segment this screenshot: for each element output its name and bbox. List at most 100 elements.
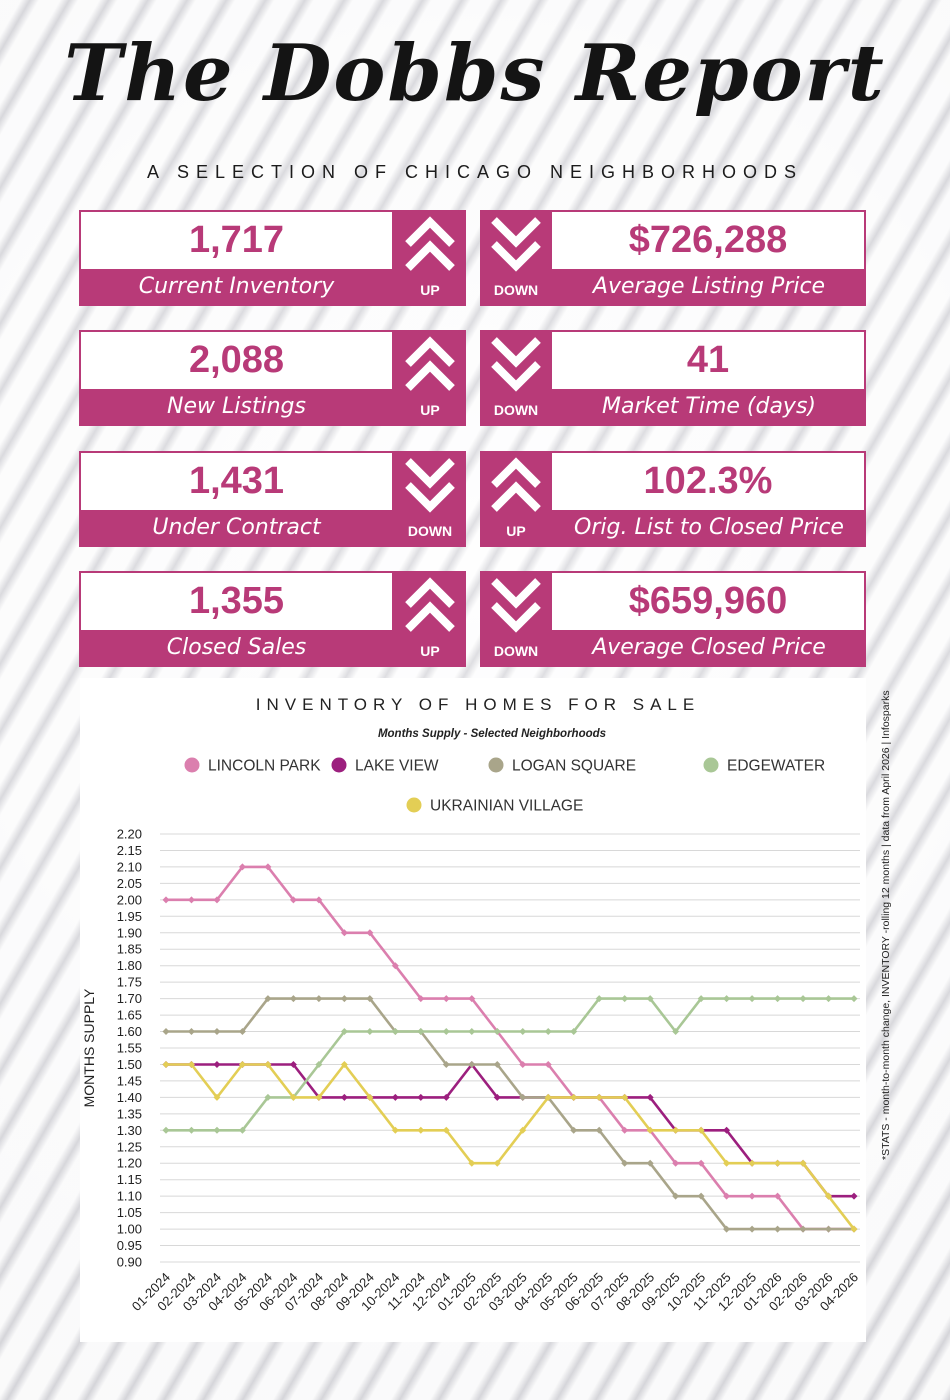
chevron-up-icon: UP [394, 330, 466, 426]
data-point [238, 863, 246, 871]
data-point [315, 1093, 323, 1101]
data-point [595, 1126, 603, 1134]
y-tick-label: 1.60 [117, 1024, 142, 1039]
data-point [748, 1159, 756, 1167]
legend-label: EDGEWATER [727, 758, 825, 775]
chart-subtitle: Months Supply - Selected Neighborhoods [378, 728, 606, 740]
data-point [468, 995, 476, 1003]
stat-card-orig-list-to-closed: 102.3% Orig. List to Closed Price UP [480, 451, 866, 547]
legend-marker [703, 757, 719, 773]
stat-label: Average Closed Price [592, 635, 826, 660]
data-point [213, 896, 221, 904]
data-point [850, 1225, 858, 1233]
stat-value: 102.3% [643, 460, 773, 502]
data-point [774, 1192, 782, 1200]
data-point [366, 1028, 374, 1036]
data-point [646, 1159, 654, 1167]
data-point [187, 1126, 195, 1134]
data-point [187, 896, 195, 904]
data-point [213, 1126, 221, 1134]
series-line [166, 997, 854, 1231]
data-point [621, 1126, 629, 1134]
data-point [468, 1060, 476, 1068]
data-point [468, 1159, 476, 1167]
y-tick-label: 1.35 [117, 1106, 142, 1121]
data-point [519, 1126, 527, 1134]
data-point [799, 1159, 807, 1167]
data-point [672, 1126, 680, 1134]
chevron-down-icon: DOWN [480, 571, 552, 667]
y-tick-label: 2.10 [117, 859, 142, 874]
data-point [315, 1060, 323, 1068]
data-point [213, 1028, 221, 1036]
legend-marker [331, 757, 347, 773]
data-point [799, 995, 807, 1003]
data-point [366, 929, 374, 937]
data-point [264, 995, 272, 1003]
data-point [417, 1028, 425, 1036]
data-point [417, 1126, 425, 1134]
data-point [672, 1192, 680, 1200]
y-tick-label: 1.65 [117, 1008, 142, 1023]
data-point [213, 1093, 221, 1101]
data-point [264, 1060, 272, 1068]
stat-card-under-contract: 1,431 Under Contract DOWN [79, 451, 466, 547]
data-point [723, 995, 731, 1003]
data-point [442, 1093, 450, 1101]
data-point [621, 995, 629, 1003]
data-point [595, 995, 603, 1003]
report-subtitle: A SELECTION OF CHICAGO NEIGHBORHOODS [146, 162, 804, 182]
data-point [264, 1093, 272, 1101]
data-point [238, 1060, 246, 1068]
data-point [391, 1093, 399, 1101]
data-point [850, 1192, 858, 1200]
data-point [340, 1060, 348, 1068]
data-point [672, 1159, 680, 1167]
data-point [289, 1060, 297, 1068]
data-point [621, 1159, 629, 1167]
series-line [166, 1063, 854, 1198]
stat-value: 1,717 [188, 219, 285, 261]
y-tick-label: 1.50 [117, 1057, 142, 1072]
report-title: The Dobbs Report [64, 28, 886, 119]
stat-value: 2,088 [188, 339, 285, 381]
data-point [544, 1093, 552, 1101]
data-point [417, 995, 425, 1003]
inventory-chart: INVENTORY OF HOMES FOR SALE Months Supply… [81, 695, 861, 1314]
series-line [166, 865, 854, 1231]
data-point [646, 995, 654, 1003]
chevron-up-icon: UP [394, 210, 466, 306]
data-point [162, 1028, 170, 1036]
stat-value: 1,431 [188, 460, 285, 502]
data-point [697, 1159, 705, 1167]
data-point [493, 1028, 501, 1036]
data-point [340, 995, 348, 1003]
y-tick-label: 1.55 [117, 1041, 142, 1056]
data-point [570, 1126, 578, 1134]
direction-label: DOWN [493, 282, 539, 298]
data-point [723, 1192, 731, 1200]
data-point [646, 1093, 654, 1101]
legend-label: UKRAINIAN VILLAGE [430, 798, 583, 815]
data-point [544, 1060, 552, 1068]
data-point [366, 995, 374, 1003]
y-tick-label: 2.05 [117, 876, 142, 891]
stat-label: Market Time (days) [601, 394, 816, 419]
data-point [697, 1126, 705, 1134]
direction-label: DOWN [493, 643, 539, 659]
y-tick-label: 1.10 [117, 1189, 142, 1204]
data-point [570, 1028, 578, 1036]
data-point [289, 995, 297, 1003]
data-point [519, 1093, 527, 1101]
y-tick-label: 1.30 [117, 1123, 142, 1138]
data-point [850, 995, 858, 1003]
chevron-down-icon: DOWN [480, 330, 552, 426]
data-point [340, 1093, 348, 1101]
data-point [774, 1225, 782, 1233]
data-point [748, 1225, 756, 1233]
source-note: *STATS - month-to-month change, INVENTOR… [880, 690, 892, 1160]
data-point [187, 1028, 195, 1036]
data-point [697, 1192, 705, 1200]
data-point [723, 1159, 731, 1167]
data-point [774, 1159, 782, 1167]
